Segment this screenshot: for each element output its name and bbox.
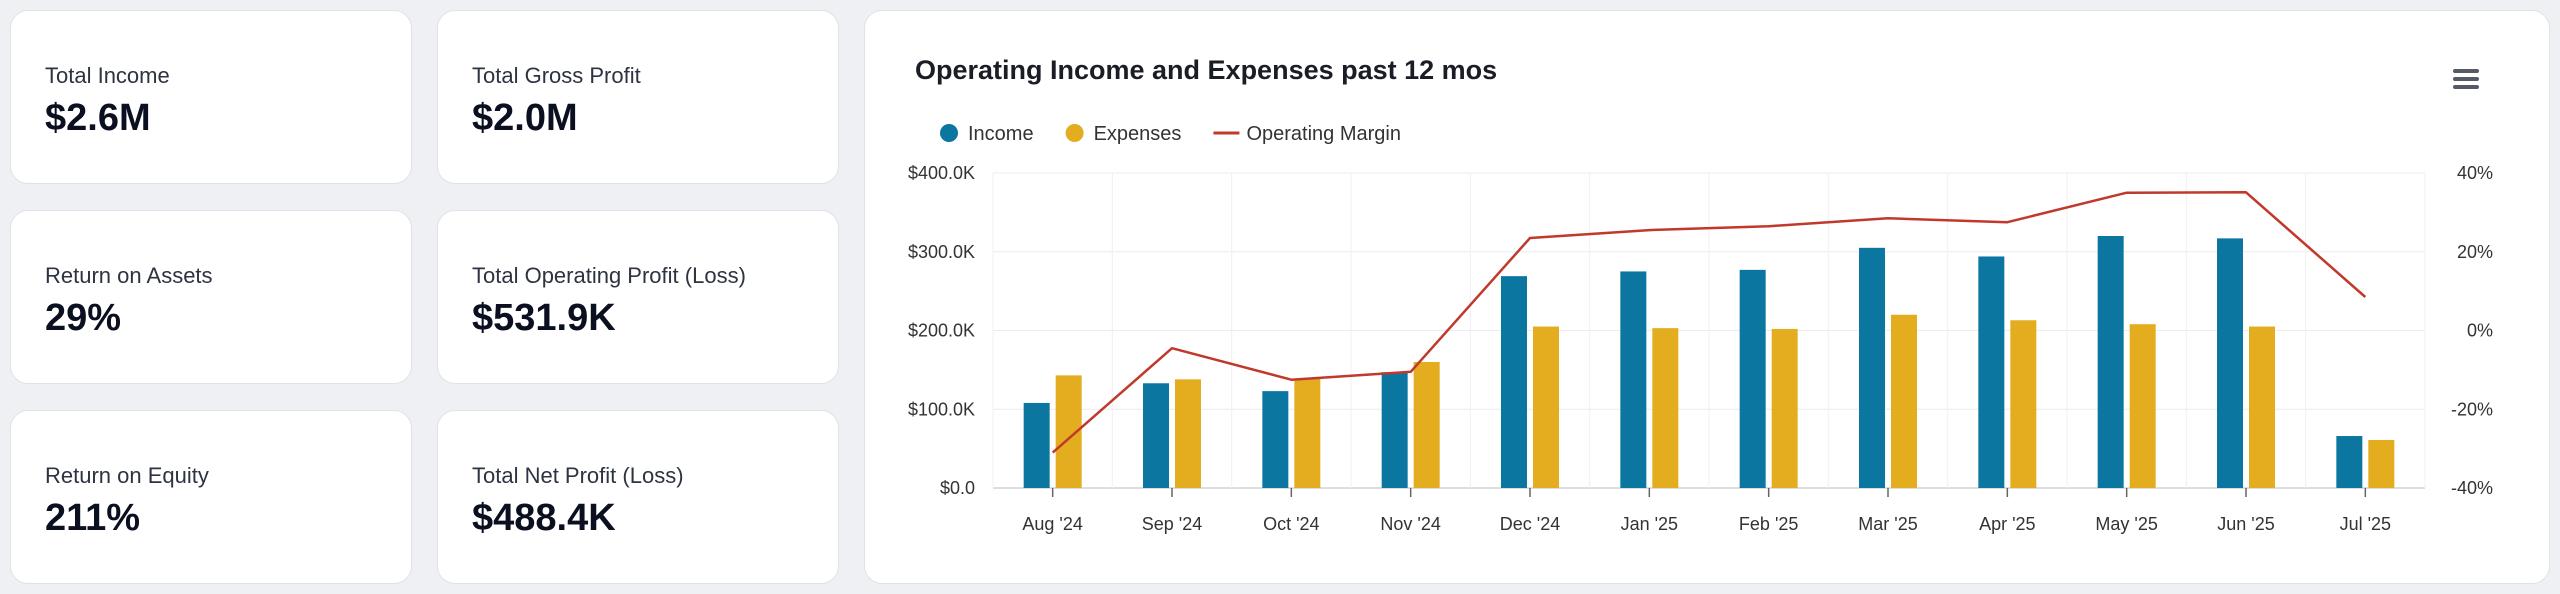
legend-label: Operating Margin — [1246, 123, 1401, 145]
legend-marker-income — [940, 124, 958, 142]
kpi-label: Total Income — [45, 63, 170, 88]
income-bar — [2336, 436, 2363, 488]
y-left-tick-label: $400.0K — [908, 163, 975, 183]
kpi-label: Total Net Profit (Loss) — [472, 463, 684, 488]
x-tick-label: May '25 — [2095, 514, 2157, 534]
expenses-bar — [1652, 328, 1679, 488]
operating-margin-line — [1051, 191, 2367, 454]
operating-chart: $0.0 -40% $100.0K -20% $200.0K 0% $300.0K 20% $4… — [908, 123, 2493, 534]
expenses-bar — [1294, 378, 1321, 488]
x-tick-label: Dec '24 — [1500, 514, 1560, 534]
expenses-bar — [1413, 362, 1440, 488]
income-bar — [1978, 256, 2005, 488]
kpi-label: Total Gross Profit — [472, 63, 641, 88]
kpi-value: $2.0M — [472, 97, 578, 139]
kpi-value: $2.6M — [45, 97, 151, 139]
kpi-label: Return on Equity — [45, 463, 209, 488]
y-right-tick-label: -20% — [2451, 399, 2493, 419]
y-left-tick-label: $300.0K — [908, 242, 975, 262]
x-tick-label: Oct '24 — [1263, 514, 1319, 534]
y-left-tick-label: $200.0K — [908, 321, 975, 341]
kpi-card-return-on-assets: Return on Assets 29% — [10, 210, 412, 384]
legend-label: Income — [968, 123, 1034, 145]
income-bar — [1262, 391, 1289, 488]
kpi-card-total-net-profit: Total Net Profit (Loss) $488.4K — [437, 410, 839, 584]
y-right-tick-label: 0% — [2467, 321, 2493, 341]
income-bar — [1739, 269, 1766, 488]
hamburger-menu-icon[interactable] — [2453, 69, 2479, 91]
kpi-label: Total Operating Profit (Loss) — [472, 263, 746, 288]
y-right-tick-label: 20% — [2457, 242, 2493, 262]
chart-title: Operating Income and Expenses past 12 mo… — [915, 55, 1498, 85]
expenses-bar — [2368, 439, 2395, 488]
x-tick-label: Aug '24 — [1022, 514, 1082, 534]
kpi-card-total-income: Total Income $2.6M — [10, 10, 412, 184]
expenses-bar — [1891, 314, 1917, 488]
kpi-card-total-gross-profit: Total Gross Profit $2.0M — [437, 10, 839, 184]
income-bar — [1501, 276, 1527, 488]
income-bar — [1023, 402, 1050, 488]
chart-card: Operating Income and Expenses past 12 mo… — [864, 10, 2550, 584]
expenses-bar — [2249, 326, 2275, 488]
kpi-label: Return on Assets — [45, 263, 213, 288]
income-bar — [1859, 247, 1885, 488]
x-tick-label: Sep '24 — [1142, 514, 1203, 534]
legend-label: Expenses — [1094, 123, 1182, 145]
y-right-tick-label: 40% — [2457, 163, 2493, 183]
y-left-tick-label: $0.0 — [940, 478, 975, 498]
income-bar — [1620, 271, 1647, 488]
kpi-value: 29% — [45, 297, 122, 339]
expenses-bar — [2129, 324, 2156, 488]
x-tick-label: Feb '25 — [1739, 514, 1798, 534]
legend-marker-expenses — [1065, 124, 1084, 142]
kpi-value: 211% — [45, 497, 141, 539]
expenses-bar — [1533, 326, 1559, 488]
income-bar — [1381, 372, 1408, 488]
x-tick-label: Mar '25 — [1858, 514, 1917, 534]
x-tick-label: Jan '25 — [1621, 514, 1678, 534]
income-bar — [2097, 236, 2124, 488]
expenses-bar — [2010, 320, 2037, 488]
expenses-bar — [1175, 379, 1201, 488]
y-left-tick-label: $100.0K — [908, 399, 975, 419]
kpi-card-return-on-equity: Return on Equity 211% — [10, 410, 412, 584]
x-tick-label: Jul '25 — [2340, 514, 2391, 534]
x-tick-label: Jun '25 — [2217, 514, 2274, 534]
kpi-value: $488.4K — [472, 497, 616, 539]
x-tick-label: Apr '25 — [1979, 514, 2035, 534]
kpi-card-total-operating-profit: Total Operating Profit (Loss) $531.9K — [437, 210, 839, 384]
y-right-tick-label: -40% — [2451, 478, 2493, 498]
expenses-bar — [1771, 328, 1798, 488]
x-tick-label: Nov '24 — [1380, 514, 1440, 534]
income-bar — [1143, 383, 1169, 488]
kpi-value: $531.9K — [472, 297, 616, 339]
income-bar — [2217, 238, 2243, 488]
